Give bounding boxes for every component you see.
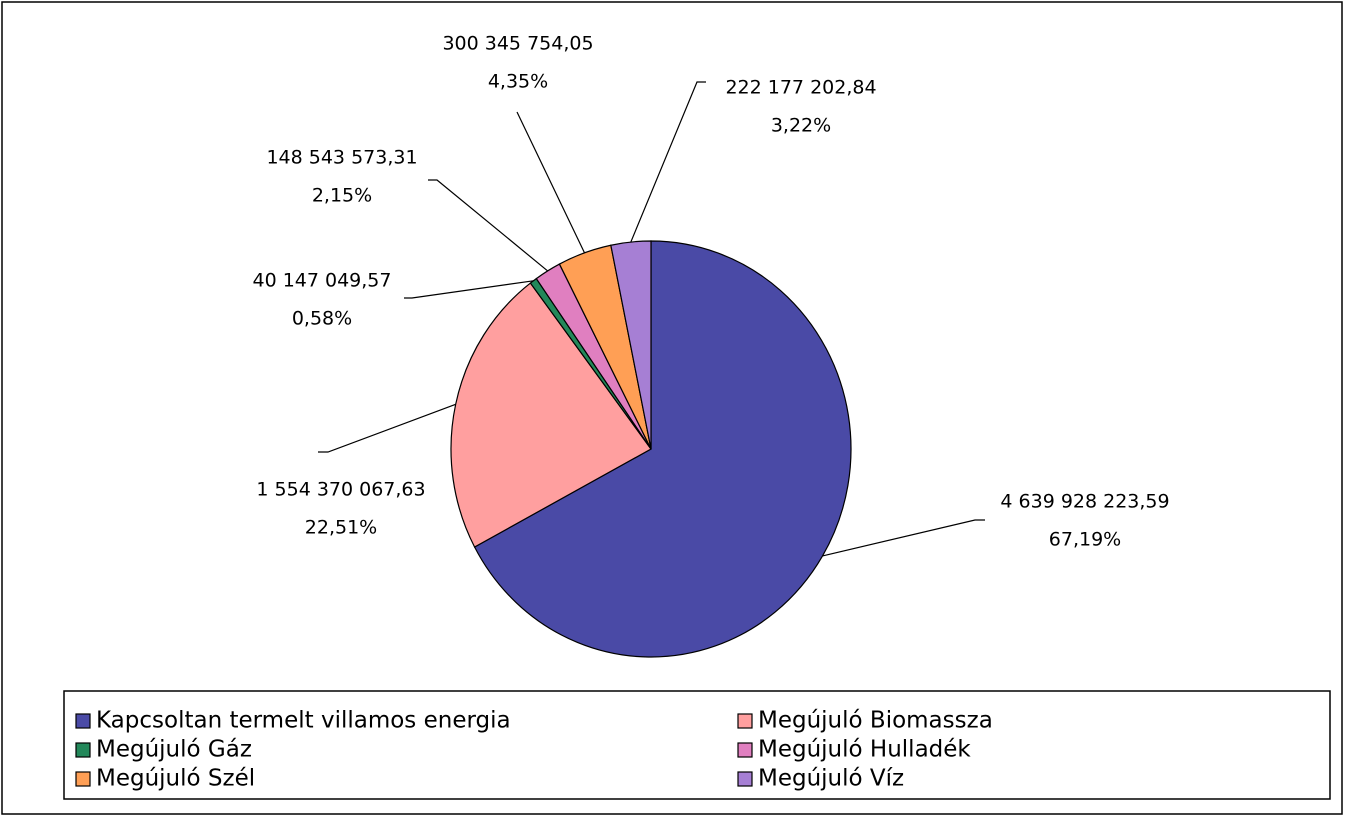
data-label: 1 554 370 067,63: [256, 479, 425, 501]
leader-line: [516, 111, 586, 254]
percent-label: 3,22%: [771, 115, 831, 137]
data-label: 148 543 573,31: [266, 147, 417, 169]
legend-label: Megújuló Hulladék: [758, 737, 971, 763]
percent-label: 2,15%: [312, 185, 372, 207]
leader-line: [404, 280, 534, 299]
data-label: 4 639 928 223,59: [1000, 491, 1169, 513]
leader-line: [630, 81, 706, 243]
legend-swatch: [75, 742, 91, 758]
legend-swatch: [75, 713, 91, 729]
legend-swatch: [737, 713, 753, 729]
legend-label: Megújuló Szél: [96, 766, 255, 792]
leader-line: [822, 519, 985, 557]
legend-label: Megújuló Víz: [758, 766, 904, 792]
leader-line: [428, 179, 549, 272]
legend-swatch: [737, 771, 753, 787]
legend-box: [63, 690, 1331, 800]
leader-line: [318, 403, 456, 453]
percent-label: 67,19%: [1049, 529, 1121, 551]
data-label: 40 147 049,57: [252, 270, 391, 292]
legend-swatch: [737, 742, 753, 758]
legend-label: Megújuló Biomassza: [758, 708, 993, 734]
legend-swatch: [75, 771, 91, 787]
data-label: 300 345 754,05: [442, 33, 593, 55]
percent-label: 4,35%: [488, 71, 548, 93]
legend-label: Megújuló Gáz: [96, 737, 252, 763]
pie-slice: [610, 240, 652, 450]
percent-label: 22,51%: [305, 517, 377, 539]
legend-label: Kapcsoltan termelt villamos energia: [96, 708, 511, 734]
pie-slice: [450, 282, 652, 548]
pie-slice: [473, 240, 852, 658]
percent-label: 0,58%: [292, 308, 352, 330]
data-label: 222 177 202,84: [725, 77, 876, 99]
